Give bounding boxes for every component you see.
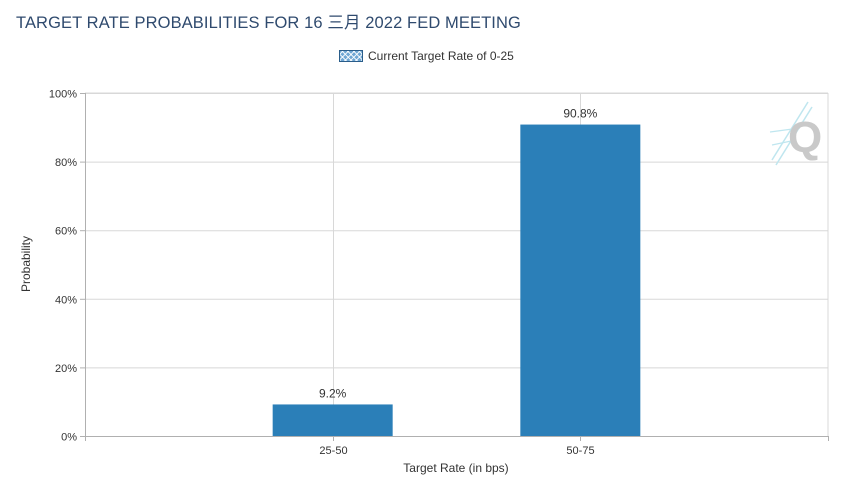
x-tick-label: 25-50 xyxy=(319,445,347,457)
y-axis-label: Probability xyxy=(19,236,33,292)
y-tick-label: 60% xyxy=(55,226,77,238)
grid-lines xyxy=(85,92,829,437)
watermark-letter: Q xyxy=(788,113,822,162)
watermark-lines-icon xyxy=(769,101,813,166)
data-label: 90.8% xyxy=(563,107,597,121)
axes: 0% 20% 40% 60% 80% 100% 25-50 50-75 xyxy=(49,89,829,457)
watermark-logo: Q xyxy=(769,101,822,166)
legend-label: Current Target Rate of 0-25 xyxy=(368,49,514,63)
legend-swatch xyxy=(339,50,363,62)
chart-legend[interactable]: Current Target Rate of 0-25 xyxy=(339,49,514,63)
x-axis-label: Target Rate (in bps) xyxy=(403,461,508,475)
bar-25-50[interactable] xyxy=(272,404,393,436)
data-label: 9.2% xyxy=(319,386,347,400)
y-tick-label: 100% xyxy=(49,89,77,101)
bar-50-75[interactable] xyxy=(520,124,641,436)
y-tick-label: 40% xyxy=(55,294,77,306)
bars: 9.2% 90.8% xyxy=(272,107,641,436)
y-tick-label: 80% xyxy=(55,157,77,169)
y-tick-label: 20% xyxy=(55,363,77,375)
chart-title: TARGET RATE PROBABILITIES FOR 16 三月 2022… xyxy=(16,14,521,32)
y-tick-label: 0% xyxy=(61,432,77,444)
x-tick-label: 50-75 xyxy=(566,445,594,457)
